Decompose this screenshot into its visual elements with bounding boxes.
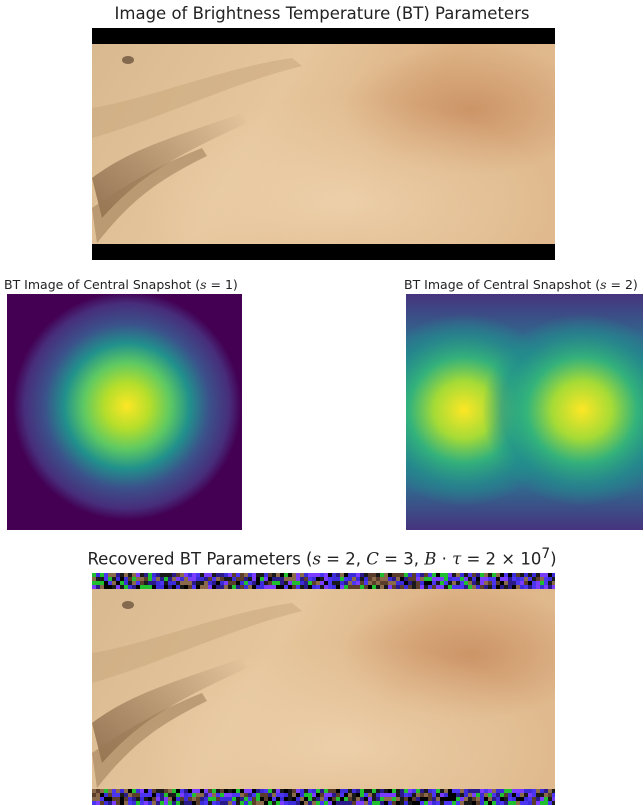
figure-title-bottom: Recovered BT Parameters (s = 2, C = 3, B… xyxy=(87,546,557,569)
figure-title-top: Image of Brightness Temperature (BT) Par… xyxy=(114,4,530,23)
noise-band-top xyxy=(92,573,555,589)
central-snapshot-s2-heatmap xyxy=(406,294,643,530)
noise-band-bottom xyxy=(92,789,555,805)
bt-parameters-image xyxy=(92,28,555,260)
recovered-bt-parameters-image xyxy=(92,573,555,805)
central-snapshot-s1-heatmap xyxy=(7,294,242,530)
subplot-title-s1: BT Image of Central Snapshot (s = 1) xyxy=(4,277,238,292)
subplot-title-s2: BT Image of Central Snapshot (s = 2) xyxy=(404,277,638,292)
